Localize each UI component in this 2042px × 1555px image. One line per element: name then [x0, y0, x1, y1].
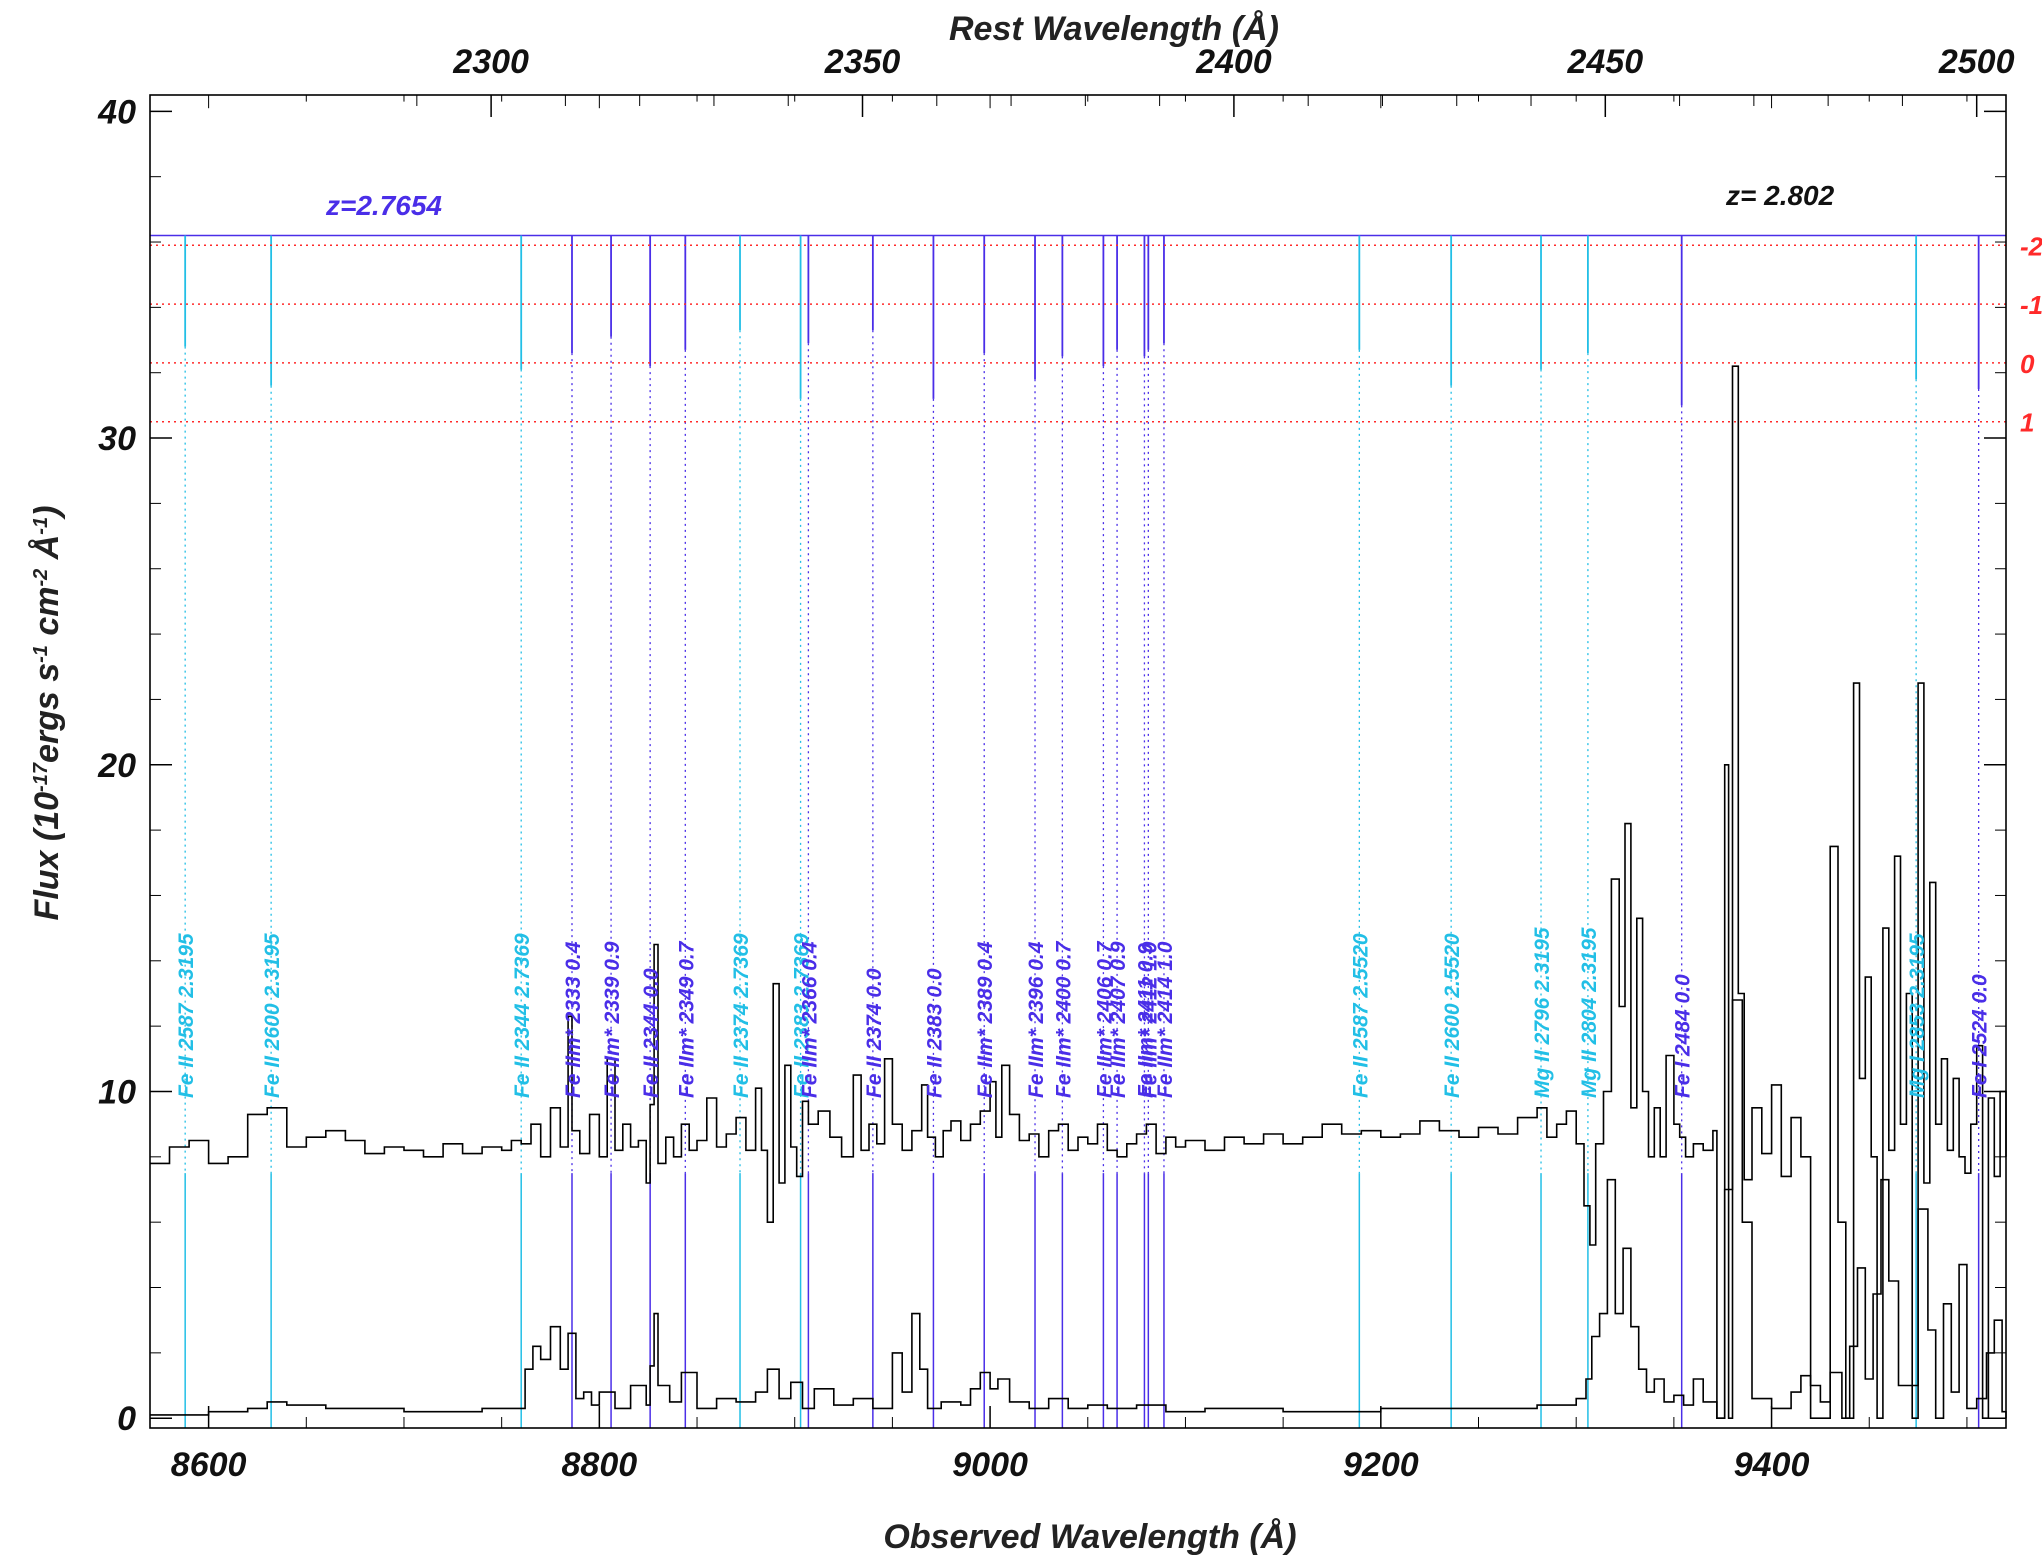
absorption-line-label: Fe II 2600 2.5520: [1441, 933, 1464, 1098]
y-axis-label-part: Flux (10: [28, 792, 66, 921]
y-axis-label: Flux (10-17ergs s-1 cm-2 Å-1): [28, 506, 66, 921]
absorption-line-label: Fe II 2374 2.7369: [730, 933, 753, 1098]
absorption-line-label: Fe II 2587 2.3195: [175, 933, 198, 1098]
absorption-line-label: Fe II 2383 2.7369: [791, 933, 814, 1098]
absorption-line-label: Fe IIm* 2414 1.0: [1154, 941, 1177, 1098]
absorption-line-label: Fe II 2383 0.0: [923, 968, 946, 1098]
absorption-line-label: Fe IIm* 2349 0.7: [675, 940, 698, 1098]
y-tick-label: 10: [98, 1073, 136, 1111]
y-axis-label-part: Å: [28, 535, 66, 569]
velocity-label: -1: [2020, 290, 2042, 320]
top-x-axis-label: Rest Wavelength (Å): [949, 10, 1279, 48]
x-tick-label: 9200: [1343, 1446, 1419, 1484]
y-tick-label: 20: [97, 747, 136, 785]
y-axis-label-part: cm: [28, 586, 66, 645]
velocity-reference-lines: -2 -1 0 1: [150, 231, 2042, 438]
top-tick-label: 2500: [1938, 43, 2015, 81]
absorption-line-label: Fe IIm* 2396 0.4: [1025, 941, 1048, 1098]
absorption-line-label: Fe IIm* 2407 0.9: [1107, 941, 1130, 1098]
absorption-line-label: Fe I 2484 0.0: [1672, 974, 1695, 1098]
redshift-label-left: z=2.7654: [325, 190, 442, 221]
absorption-line-label: Fe IIm* 2406 0.7: [1093, 940, 1116, 1098]
velocity-label: 0: [2020, 349, 2035, 379]
y-axis-label-part: -2: [30, 569, 52, 587]
absorption-line-label: Fe IIm* 2411 0.9: [1134, 943, 1157, 1098]
y-axis-label-part: -1: [30, 517, 52, 535]
absorption-line-label: Fe IIm* 2339 0.9: [601, 941, 624, 1098]
y-tick-label: 30: [98, 420, 136, 458]
x-tick-label: 8600: [171, 1446, 247, 1484]
absorption-line-label: Mg II 2804 2.3195: [1578, 927, 1601, 1098]
top-tick-label: 2350: [824, 43, 901, 81]
velocity-label: 1: [2020, 408, 2034, 438]
series-flux: [150, 365, 2007, 1419]
axes: 8600 8800 9000 9200 9400 0 10 20 30 40 2300 2350 240…: [97, 43, 2014, 1484]
plot-frame: [149, 94, 2007, 1429]
absorption-line-label: Fe II 2587 2.5520: [1349, 933, 1372, 1098]
series-error: [150, 999, 2007, 1419]
absorption-line-label: Fe II 2344 2.7369: [511, 933, 534, 1098]
absorption-line-label: Fe IIm* 2389 0.4: [974, 941, 997, 1098]
spectrum-series: [150, 365, 2007, 1419]
line-labels: Fe II 2587 2.3195 Fe II 2600 2.3195 Fe II …: [175, 927, 1991, 1098]
x-tick-label: 9400: [1734, 1446, 1810, 1484]
velocity-label: -2: [2020, 231, 2042, 261]
x-axis-label: Observed Wavelength (Å): [883, 1518, 1296, 1555]
absorption-line-label: Fe II 2374 0.0: [863, 968, 886, 1098]
absorption-line-label: Fe II 2600 2.3195: [261, 933, 284, 1098]
top-tick-label: 2450: [1566, 43, 1643, 81]
absorption-markers: [150, 234, 2006, 1428]
y-tick-label: 40: [97, 93, 136, 131]
absorption-line-label: Fe IIm* 2400 0.7: [1052, 940, 1075, 1098]
top-tick-label: 2300: [452, 43, 529, 81]
absorption-line-label: Fe II 2344 0.0: [640, 968, 663, 1098]
redshift-label-right: z= 2.802: [1725, 180, 1835, 211]
top-tick-label: 2400: [1195, 43, 1272, 81]
x-tick-label: 9000: [952, 1446, 1028, 1484]
y-axis-label-part: -17: [30, 762, 52, 792]
y-tick-label: 0: [117, 1400, 136, 1438]
y-axis-label-part: -1: [30, 645, 52, 663]
absorption-line-label: Fe IIm* 2412 1.0: [1138, 941, 1161, 1098]
absorption-line-label: Mg I 2853 2.3195: [1906, 933, 1929, 1098]
absorption-line-label: Fe IIm* 2366 0.4: [798, 941, 821, 1098]
absorption-line-label: Mg II 2796 2.3195: [1531, 927, 1554, 1098]
absorption-line-label: Fe IIm* 2333 0.4: [562, 941, 585, 1098]
y-axis-label-part: ergs s: [28, 663, 66, 763]
x-tick-label: 8800: [562, 1446, 638, 1484]
absorption-line-label: Fe I 2524 0.0: [1969, 974, 1992, 1098]
y-axis-label-part: ): [28, 506, 66, 520]
